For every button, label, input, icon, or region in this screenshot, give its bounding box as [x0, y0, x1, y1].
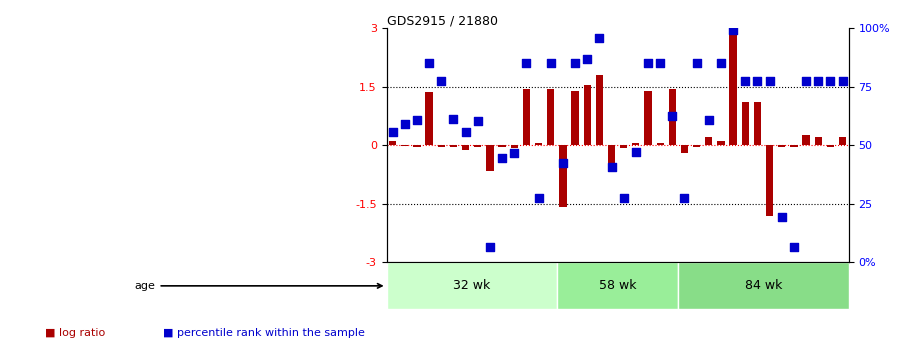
Bar	[389, 140, 396, 145]
Point	[531, 195, 546, 201]
Bar	[595, 75, 603, 145]
Point	[592, 35, 606, 40]
Point	[580, 57, 595, 62]
Point	[775, 215, 789, 220]
Point	[677, 195, 691, 201]
Bar	[729, 30, 737, 145]
Bar	[571, 90, 578, 145]
FancyBboxPatch shape	[557, 263, 679, 309]
Bar	[450, 145, 457, 147]
Point	[567, 60, 582, 66]
Point	[471, 118, 485, 124]
Bar	[644, 90, 652, 145]
FancyBboxPatch shape	[386, 263, 557, 309]
Point	[556, 160, 570, 166]
Point	[386, 129, 400, 134]
Bar	[474, 145, 481, 147]
Point	[762, 78, 776, 83]
Bar	[462, 145, 470, 150]
Text: GDS2915 / 21880: GDS2915 / 21880	[386, 15, 498, 28]
Bar	[669, 89, 676, 145]
Point	[605, 164, 619, 169]
Text: ■ log ratio: ■ log ratio	[45, 328, 106, 338]
Point	[690, 60, 704, 66]
Point	[434, 78, 449, 83]
Bar	[839, 137, 846, 145]
Point	[482, 244, 497, 249]
Bar	[741, 102, 749, 145]
FancyBboxPatch shape	[679, 263, 849, 309]
Bar	[548, 89, 555, 145]
Bar	[790, 145, 797, 147]
Point	[410, 117, 424, 122]
Bar	[438, 145, 445, 147]
Bar	[584, 85, 591, 145]
Bar	[535, 143, 542, 145]
Point	[507, 150, 521, 156]
Bar	[754, 102, 761, 145]
Bar	[633, 143, 640, 145]
Bar	[827, 145, 834, 147]
Point	[665, 113, 680, 119]
Point	[544, 60, 558, 66]
Bar	[778, 145, 786, 147]
Bar	[718, 141, 725, 145]
Point	[799, 78, 814, 83]
Point	[519, 60, 534, 66]
Point	[701, 117, 716, 122]
Bar	[608, 145, 615, 165]
Point	[629, 149, 643, 155]
Point	[422, 60, 436, 66]
Point	[653, 60, 667, 66]
Bar	[814, 137, 822, 145]
Point	[714, 60, 729, 66]
Bar	[620, 145, 627, 148]
Text: age: age	[135, 281, 382, 291]
Bar	[401, 145, 408, 146]
Point	[738, 78, 753, 83]
Bar	[486, 145, 493, 171]
Bar	[681, 145, 688, 153]
Text: 58 wk: 58 wk	[599, 279, 636, 292]
Bar	[656, 143, 663, 145]
Point	[750, 78, 765, 83]
Bar	[499, 145, 506, 147]
Bar	[414, 145, 421, 147]
Bar	[559, 145, 567, 207]
Point	[811, 78, 825, 83]
Text: 84 wk: 84 wk	[745, 279, 782, 292]
Point	[786, 244, 801, 249]
Text: ■ percentile rank within the sample: ■ percentile rank within the sample	[163, 328, 365, 338]
Bar	[705, 137, 712, 145]
Bar	[766, 145, 773, 216]
Bar	[510, 145, 518, 148]
Point	[446, 116, 461, 121]
Point	[835, 78, 850, 83]
Point	[397, 121, 412, 127]
Point	[495, 155, 510, 160]
Text: 32 wk: 32 wk	[453, 279, 491, 292]
Bar	[523, 89, 530, 145]
Point	[641, 60, 655, 66]
Bar	[693, 145, 700, 147]
Point	[726, 27, 740, 33]
Point	[824, 78, 838, 83]
Point	[458, 129, 472, 134]
Bar	[803, 136, 810, 145]
Bar	[425, 92, 433, 145]
Point	[616, 195, 631, 201]
